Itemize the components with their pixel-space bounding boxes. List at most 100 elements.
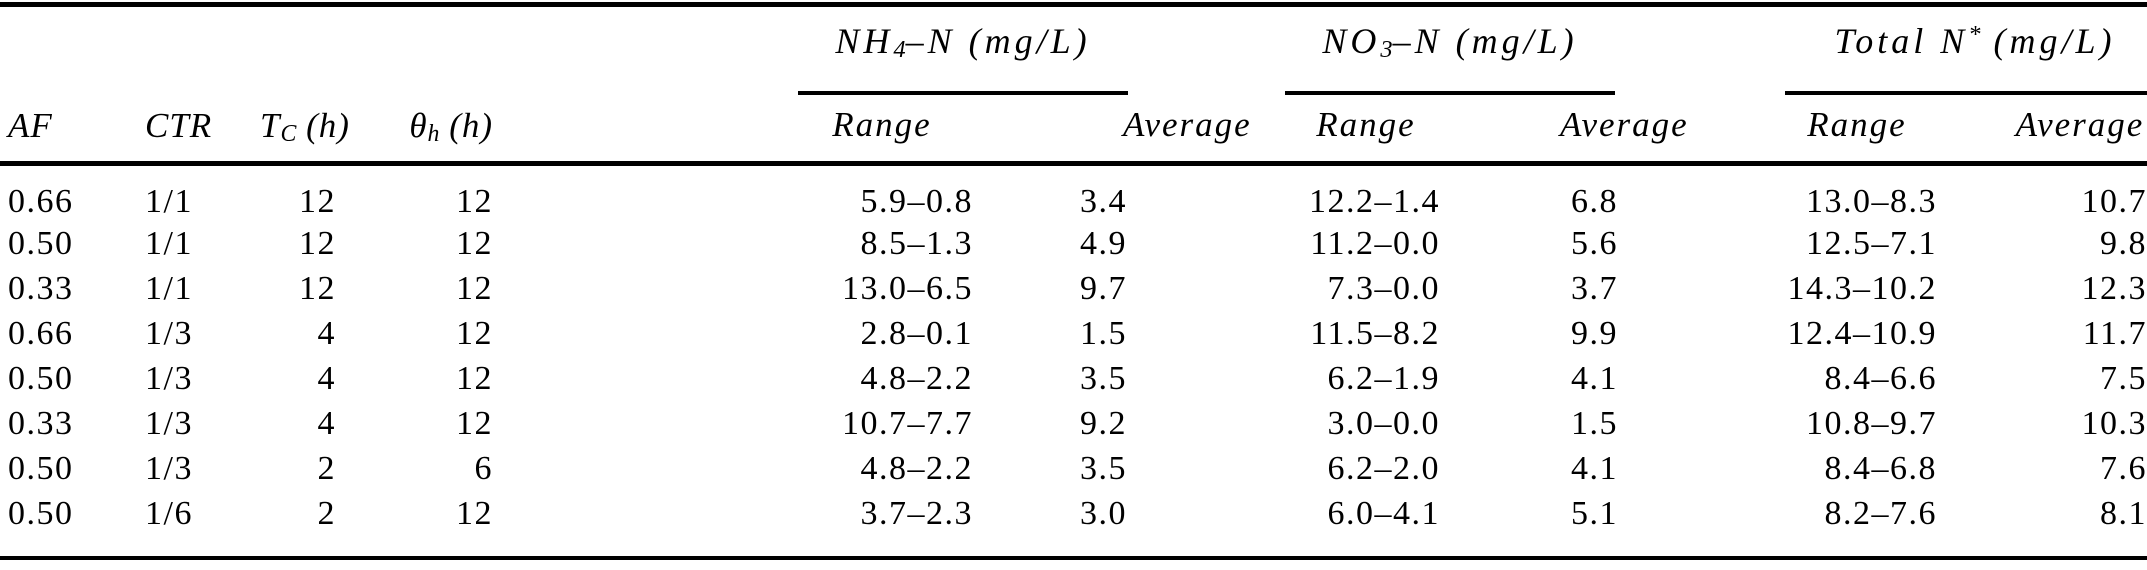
sub-header-row: Range Average Range Average Range Averag… [0,95,2147,166]
totaln-unit: (mg/L) [1980,21,2116,61]
cell-ctr: 1/1 [145,183,193,220]
cell-totaln-average: 9.8 [2100,224,2147,262]
cell-no3-range: 3.0–0.0 [1327,404,1440,442]
cell-totaln-average: 12.3 [2081,269,2147,307]
cell-totaln-range: 12.5–7.1 [1806,224,1937,262]
cell-no3-average: 5.1 [1571,494,1618,532]
table-header: AF CTR TC (h) θh (h) NH4–N (mg/L) [0,0,2147,166]
cell-nh4-average: 1.5 [1080,314,1127,352]
cell-no3-range: 6.0–4.1 [1327,494,1440,532]
cell-ctr: 1/3 [145,314,193,352]
no3-unit: –N (mg/L) [1392,21,1578,61]
cell-theta-h: 12 [456,314,493,352]
cell-totaln-average: 7.5 [2100,359,2147,397]
group-header-total-n-label: Total N* (mg/L) [1785,20,2147,95]
cell-af: 0.66 [8,314,74,352]
cell-no3-range: 6.2–2.0 [1327,449,1440,487]
cell-nh4-range: 2.8–0.1 [860,314,973,352]
cell-totaln-average: 10.7 [2081,183,2147,220]
cell-nh4-range: 3.7–2.3 [860,494,973,532]
cell-nh4-range: 13.0–6.5 [842,269,973,307]
cell-totaln-range: 14.3–10.2 [1787,269,1937,307]
cell-no3-average: 9.9 [1571,314,1618,352]
table-row: 0.50 1/1 12 12 8.5–1.3 4.9 11.2–0.0 5.6 12.5–7.1… [0,221,2147,266]
cell-nh4-range: 4.8–2.2 [860,359,973,397]
cell-ctr: 1/3 [145,359,193,397]
group-header-nh4-n: NH4–N (mg/L) [505,0,1155,95]
group-header-row: AF CTR TC (h) θh (h) NH4–N (mg/L) [0,0,2147,147]
column-header-totaln-average: Average [2015,105,2145,144]
cell-no3-range: 12.2–1.4 [1309,183,1440,220]
cell-no3-average: 6.8 [1571,183,1618,220]
cell-tc: 2 [317,449,336,487]
cell-tc: 12 [299,183,336,220]
cell-theta-h: 12 [456,404,493,442]
table-row: 0.33 1/1 12 12 13.0–6.5 9.7 7.3–0.0 3.7 14.3–10.… [0,266,2147,311]
tc-unit: (h) [296,106,350,145]
column-header-af-label: AF [8,106,53,145]
group-header-nh4-n-label: NH4–N (mg/L) [798,20,1128,95]
cell-nh4-range: 5.9–0.8 [860,183,973,220]
cell-totaln-range: 13.0–8.3 [1806,183,1937,220]
cell-theta-h: 12 [456,359,493,397]
cell-no3-range: 11.2–0.0 [1310,224,1440,262]
results-table: AF CTR TC (h) θh (h) NH4–N (mg/L) [0,0,2147,536]
cell-theta-h: 12 [456,269,493,307]
cell-tc: 12 [299,269,336,307]
cell-af: 0.50 [8,224,74,262]
column-header-no3-range: Range [1316,105,1416,144]
tc-symbol: T [260,106,281,145]
nh4-subscript: 4 [893,36,906,64]
cell-af: 0.50 [8,359,74,397]
cell-nh4-average: 3.5 [1080,449,1127,487]
table-bottom-rule [0,556,2147,560]
cell-no3-average: 5.6 [1571,224,1618,262]
cell-totaln-average: 7.6 [2100,449,2147,487]
table-row: 0.33 1/3 4 12 10.7–7.7 9.2 3.0–0.0 1.5 10.8–9.7 1… [0,401,2147,446]
cell-no3-average: 1.5 [1571,404,1618,442]
column-header-totaln-range: Range [1807,105,1907,144]
cell-ctr: 1/1 [145,269,193,307]
cell-ctr: 1/6 [145,494,193,532]
cell-nh4-range: 10.7–7.7 [842,404,973,442]
cell-totaln-range: 8.2–7.6 [1824,494,1937,532]
cell-theta-h: 12 [456,494,493,532]
nh4-prefix: NH [835,21,894,61]
table-row: 0.50 1/3 4 12 4.8–2.2 3.5 6.2–1.9 4.1 8.4–6.6 7.5 [0,356,2147,401]
table-row: 0.50 1/6 2 12 3.7–2.3 3.0 6.0–4.1 5.1 8.2–7.6 8.1 [0,491,2147,536]
cell-theta-h: 6 [474,449,493,487]
cell-tc: 4 [317,404,336,442]
cell-nh4-average: 4.9 [1080,224,1127,262]
cell-nh4-average: 3.0 [1080,494,1127,532]
column-header-ctr-label: CTR [145,106,213,145]
no3-subscript: 3 [1380,36,1393,64]
cell-af: 0.66 [8,183,74,220]
cell-af: 0.33 [8,404,74,442]
tc-subscript: C [280,121,297,148]
table-row: 0.50 1/3 2 6 4.8–2.2 3.5 6.2–2.0 4.1 8.4–6.8 7.6 [0,446,2147,491]
theta-unit: (h) [439,106,493,145]
group-header-total-n: Total N* (mg/L) [1645,0,2147,95]
totaln-asterisk: * [1968,20,1981,48]
cell-nh4-average: 3.5 [1080,359,1127,397]
theta-symbol: θ [409,106,428,145]
cell-no3-range: 7.3–0.0 [1327,269,1440,307]
cell-nh4-average: 3.4 [1080,183,1127,220]
table-header-rule [0,161,2147,166]
cell-tc: 12 [299,224,336,262]
cell-nh4-average: 9.7 [1080,269,1127,307]
table-row: 0.66 1/1 12 12 5.9–0.8 3.4 12.2–1.4 6.8 13.0–8.3… [0,166,2147,221]
cell-ctr: 1/1 [145,224,193,262]
cell-ctr: 1/3 [145,449,193,487]
cell-totaln-range: 10.8–9.7 [1806,404,1937,442]
cell-totaln-average: 8.1 [2100,494,2147,532]
cell-no3-range: 11.5–8.2 [1310,314,1440,352]
cell-af: 0.50 [8,449,74,487]
cell-tc: 2 [317,494,336,532]
cell-nh4-range: 8.5–1.3 [860,224,973,262]
cell-theta-h: 12 [456,224,493,262]
cell-totaln-range: 8.4–6.8 [1824,449,1937,487]
column-header-no3-average: Average [1560,105,1689,144]
column-header-af: AF [0,0,135,166]
